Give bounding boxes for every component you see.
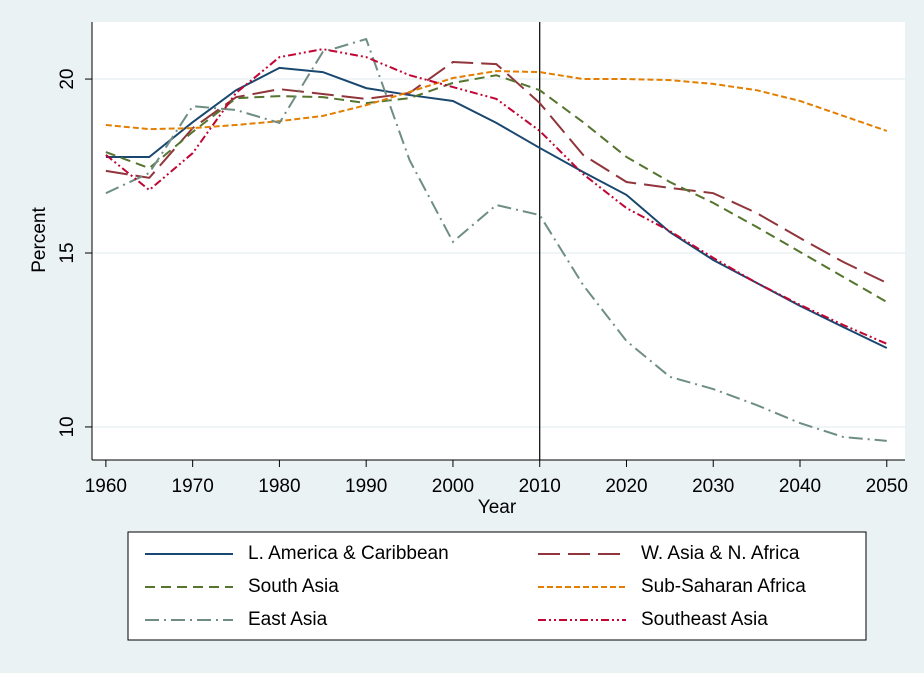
- legend-label: South Asia: [248, 576, 339, 597]
- series-line: [105, 70, 888, 132]
- series-line: [105, 74, 888, 303]
- x-tick-label: 2030: [692, 476, 734, 497]
- y-tick-label: 10: [57, 416, 78, 437]
- plot-area: [92, 22, 905, 460]
- x-tick-label: 1970: [172, 476, 214, 497]
- x-axis-label: Year: [478, 497, 517, 518]
- series-line: [105, 37, 887, 442]
- y-axis-label: Percent: [29, 207, 50, 273]
- legend-label: L. America & Caribbean: [248, 543, 449, 564]
- legend-label: Southeast Asia: [641, 609, 768, 630]
- legend-label: East Asia: [248, 609, 328, 630]
- x-tick-label: 1990: [345, 476, 387, 497]
- series-line: [105, 60, 888, 284]
- y-tick-label: 15: [57, 242, 78, 263]
- legend-label: W. Asia & N. Africa: [641, 543, 800, 564]
- legend: [127, 531, 867, 641]
- legend-label: Sub-Saharan Africa: [641, 576, 806, 597]
- x-tick-label: 2000: [432, 476, 474, 497]
- x-tick-label: 2010: [519, 476, 561, 497]
- x-tick-label: 2040: [779, 476, 821, 497]
- x-tick-label: 2050: [866, 476, 908, 497]
- y-tick-label: 20: [57, 68, 78, 89]
- x-tick-label: 2020: [605, 476, 647, 497]
- series-line: [105, 48, 888, 345]
- x-tick-label: 1960: [85, 476, 127, 497]
- x-tick-label: 1980: [258, 476, 300, 497]
